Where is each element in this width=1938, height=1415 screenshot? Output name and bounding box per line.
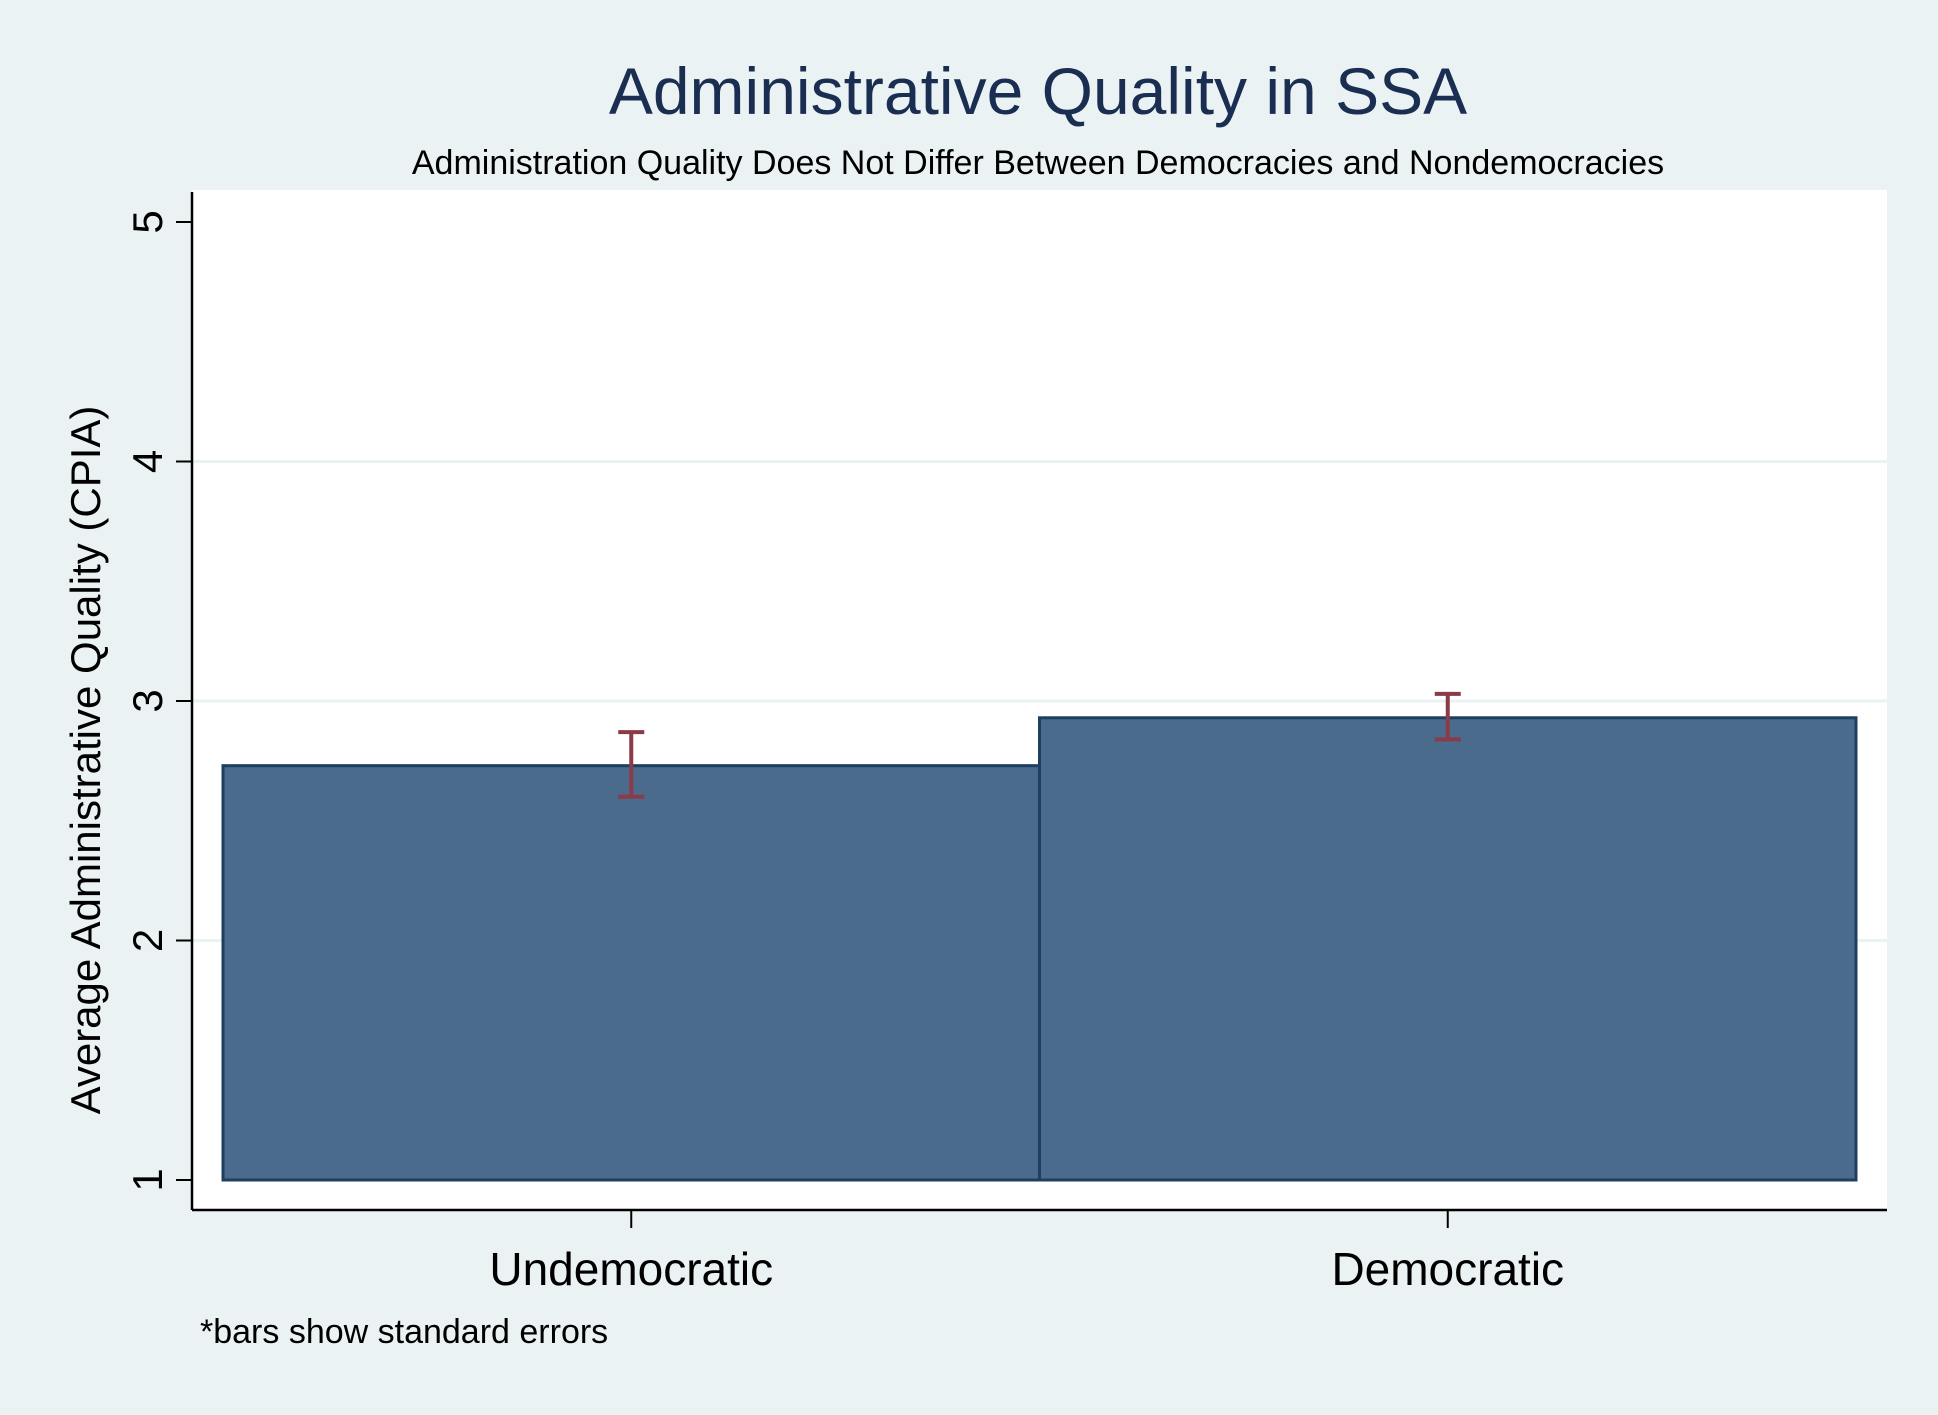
y-tick-label: 1 xyxy=(124,1168,171,1191)
error-bar-undemocratic xyxy=(618,730,645,799)
axes xyxy=(176,192,1887,1228)
axis-labels: 1 2 3 4 5 Undemocratic Democratic xyxy=(124,210,1564,1295)
y-tick-label: 3 xyxy=(124,689,171,712)
bar-democratic xyxy=(1038,716,1858,1182)
error-bar-democratic xyxy=(1434,691,1461,742)
chart-note: *bars show standard errors xyxy=(200,1313,608,1351)
error-bars xyxy=(618,691,1461,799)
bars xyxy=(221,716,1858,1182)
y-axis-label: Average Administrative Quality (CPIA) xyxy=(62,406,109,1115)
y-tick-label: 2 xyxy=(124,929,171,952)
y-tick-label: 5 xyxy=(124,210,171,233)
chart-subtitle: Administration Quality Does Not Differ B… xyxy=(412,144,1664,182)
x-tick-label: Undemocratic xyxy=(489,1243,773,1295)
bar-undemocratic xyxy=(221,764,1041,1182)
x-tick-label: Democratic xyxy=(1331,1243,1564,1295)
y-tick-label: 4 xyxy=(124,450,171,473)
chart-title: Administrative Quality in SSA xyxy=(609,54,1467,128)
